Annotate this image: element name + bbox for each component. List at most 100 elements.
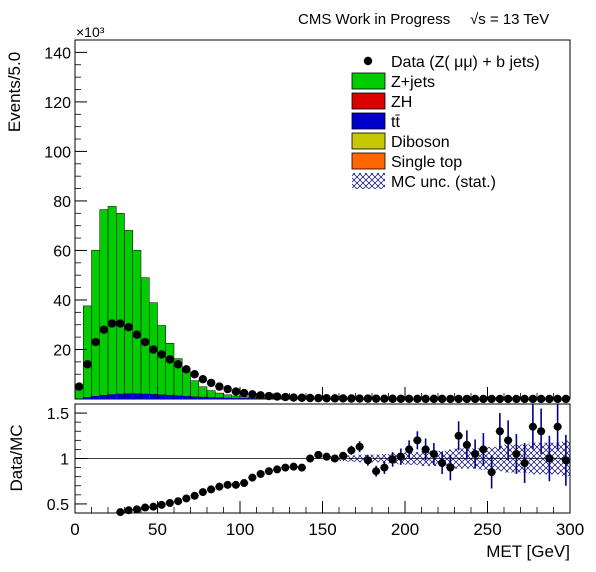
data-point	[165, 355, 175, 364]
data-point	[470, 394, 480, 404]
x-tick-label: 100	[226, 520, 254, 539]
ratio-point	[314, 450, 323, 459]
ratio-y-tick-label: 1	[60, 452, 69, 469]
data-point	[182, 365, 191, 374]
zjets-bar	[190, 380, 199, 398]
legend-zh-swatch	[351, 92, 386, 110]
legend-data-label: Data (Z( μμ) + b jets)	[391, 54, 540, 71]
ratio-y-label: Data/MC	[7, 424, 26, 491]
data-point	[396, 394, 406, 403]
ratio-point	[306, 454, 315, 463]
ttbar-bar	[182, 396, 191, 399]
ttbar-bar	[108, 394, 117, 399]
ttbar-bar	[141, 394, 150, 399]
zjets-bar	[231, 395, 241, 399]
ratio-point	[537, 427, 546, 436]
ttbar-bar	[165, 395, 174, 399]
data-point	[231, 387, 241, 396]
ratio-point	[487, 468, 496, 477]
data-point	[248, 390, 257, 399]
y-tick-label: 40	[53, 293, 71, 310]
data-point	[314, 393, 323, 403]
zjets-bar	[107, 206, 117, 395]
ttbar-bar	[157, 394, 166, 399]
data-point	[91, 337, 100, 347]
data-point	[404, 394, 414, 404]
main-y-ticks: 20 40 60 80 100 120 140	[44, 45, 87, 388]
ratio-point	[124, 506, 133, 515]
ratio-point	[248, 473, 257, 482]
ratio-point	[116, 508, 125, 517]
data-point	[173, 360, 183, 369]
ratio-y-tick-label: 0.5	[47, 497, 69, 514]
ratio-point	[273, 465, 282, 474]
data-point	[553, 394, 562, 404]
ttbar-bar	[223, 398, 232, 399]
data-point	[140, 337, 150, 347]
data-point	[322, 394, 331, 403]
ratio-point	[495, 427, 504, 436]
header-right: √s = 13 TeV	[470, 11, 549, 28]
y-tick-label: 60	[53, 243, 71, 260]
data-point	[429, 394, 439, 404]
data-point	[99, 325, 109, 334]
legend-ttbar-swatch	[351, 112, 386, 130]
data-point	[132, 330, 142, 339]
ratio-point	[149, 502, 158, 511]
ratio-point	[339, 451, 348, 460]
ratio-point	[462, 440, 471, 449]
ttbar-bar	[231, 398, 240, 399]
data-point	[330, 394, 340, 403]
legend-diboson-swatch	[351, 132, 386, 150]
data-point	[297, 393, 307, 402]
ratio-point	[429, 449, 438, 458]
data-point	[256, 391, 265, 400]
data-point	[83, 360, 92, 369]
data-point	[190, 370, 199, 379]
main-panel: 20 40 60 80 100 120 140 ×10³ Events/5.0	[5, 24, 571, 404]
ratio-point	[240, 479, 249, 488]
ratio-point	[190, 491, 199, 500]
data-point	[503, 394, 513, 404]
y-tick-label: 100	[44, 144, 71, 161]
y-tick-label: 120	[44, 95, 71, 112]
ratio-point	[174, 497, 183, 506]
ratio-point	[215, 482, 224, 491]
y-tick-label: 140	[44, 45, 71, 62]
data-point	[223, 384, 232, 394]
data-point	[347, 394, 356, 403]
x-tick-label: 300	[556, 520, 584, 539]
data-point	[495, 394, 505, 404]
data-point	[124, 323, 133, 332]
data-point	[206, 378, 216, 388]
zjets-bar	[165, 343, 175, 396]
ratio-point	[405, 445, 414, 454]
x-tick-label: 250	[473, 520, 501, 539]
zjets-bar	[198, 386, 208, 398]
legend: Data (Z( μμ) + b jets) Z+jets ZH tt̄ Diboson…	[351, 54, 540, 191]
ratio-point	[413, 436, 422, 445]
ratio-point	[157, 500, 166, 509]
legend-zh-label: ZH	[391, 94, 412, 111]
ttbar-bar	[99, 395, 108, 399]
ratio-point	[297, 463, 306, 472]
zjets-bar	[215, 392, 224, 399]
zjets-bar	[83, 305, 92, 398]
ratio-point	[141, 503, 150, 512]
ratio-point	[380, 463, 389, 472]
data-point	[487, 394, 496, 404]
zjets-bar	[124, 230, 133, 395]
ttbar-bar	[116, 394, 125, 399]
data-point	[512, 394, 521, 404]
data-point	[371, 394, 381, 403]
legend-singletop-swatch	[351, 152, 386, 170]
ratio-point	[223, 480, 232, 489]
y-tick-label: 20	[53, 342, 71, 359]
data-point	[479, 394, 488, 404]
x-axis-label: MET [GeV]	[486, 542, 570, 561]
ttbar-bar	[83, 397, 92, 399]
zjets-bar	[116, 213, 125, 395]
data-point	[149, 345, 158, 354]
data-point	[380, 394, 389, 403]
